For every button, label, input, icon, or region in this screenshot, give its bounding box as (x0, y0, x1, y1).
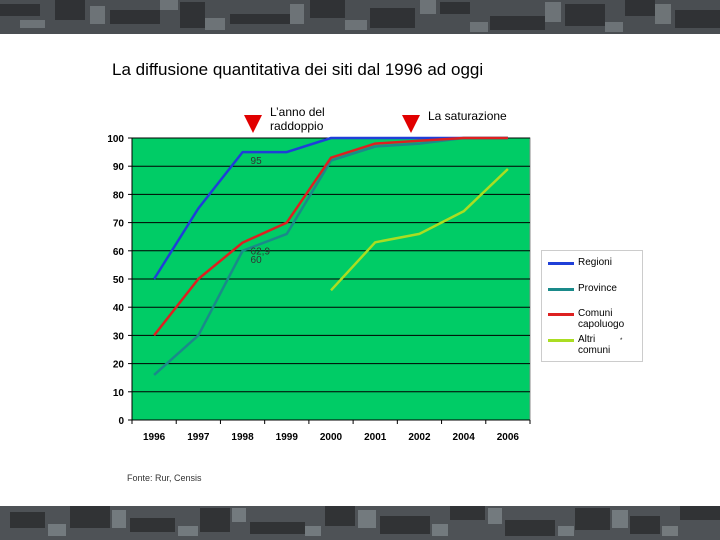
legend-label-altri-comuni: Altri comuni (578, 334, 611, 356)
data-label: 62,9 (251, 247, 271, 258)
x-tick-label: 2001 (364, 432, 387, 443)
doubling-annotation: L’anno del raddoppio (270, 105, 325, 133)
saturation-marker (402, 115, 420, 133)
x-tick-label: 2002 (408, 432, 431, 443)
legend-swatch-comuni-capoluogo (548, 313, 574, 316)
legend-label-regioni: Regioni (578, 257, 612, 268)
x-tick-label: 1999 (276, 432, 299, 443)
x-tick-label: 1997 (187, 432, 210, 443)
slide-title: La diffusione quantitativa dei siti dal … (112, 60, 484, 79)
data-label: 95 (251, 156, 263, 167)
y-tick-label: 0 (118, 416, 124, 427)
aerial-photo-strip (0, 0, 720, 34)
x-tick-label: 2006 (497, 432, 520, 443)
data-label: 60 (251, 255, 263, 266)
x-tick-label: 1996 (143, 432, 166, 443)
doubling-marker (244, 115, 262, 133)
source-note: Fonte: Rur, Censis (127, 473, 202, 483)
y-tick-label: 100 (107, 134, 124, 145)
bottom-photo-banner (0, 506, 720, 540)
x-tick-label: 1998 (231, 432, 254, 443)
y-tick-label: 20 (113, 360, 125, 371)
legend-swatch-province (548, 288, 574, 291)
x-tick-label: 2000 (320, 432, 343, 443)
y-tick-label: 60 (113, 247, 125, 258)
legend-label-province: Province (578, 283, 617, 294)
x-tick-label: 2004 (453, 432, 476, 443)
y-tick-label: 40 (113, 303, 125, 314)
legend-swatch-regioni (548, 262, 574, 265)
y-tick-label: 70 (113, 219, 125, 230)
chart-legend: Regioni Province Comuni capoluogo Altri … (541, 250, 643, 362)
aerial-photo-strip (0, 506, 720, 540)
y-tick-label: 80 (113, 190, 125, 201)
legend-swatch-altri-comuni (548, 339, 574, 342)
top-photo-banner (0, 0, 720, 34)
y-tick-label: 10 (113, 388, 125, 399)
saturation-annotation: La saturazione (428, 109, 507, 123)
y-tick-label: 50 (113, 275, 125, 286)
series-line-comuni-capoluogo (153, 136, 508, 337)
y-tick-label: 90 (113, 162, 125, 173)
legend-footnote-mark: * (620, 338, 623, 344)
legend-label-comuni-capoluogo: Comuni capoluogo (578, 308, 625, 330)
series-line-altri-comuni (330, 168, 509, 292)
y-tick-label: 30 (113, 331, 125, 342)
